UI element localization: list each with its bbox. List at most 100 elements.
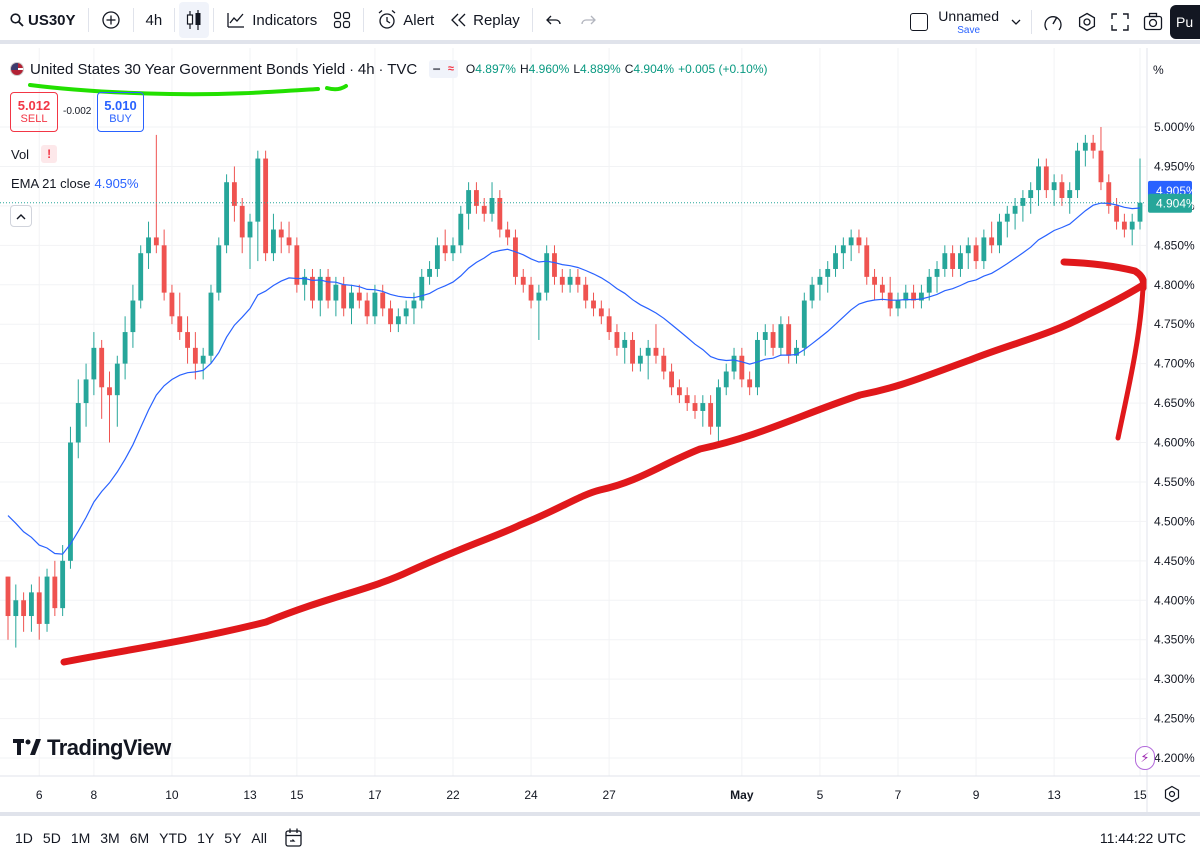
candle-body: [513, 237, 518, 277]
sell-price: 5.012: [17, 97, 51, 113]
layout-menu-button[interactable]: [1005, 4, 1027, 40]
legend-title[interactable]: United States 30 Year Government Bonds Y…: [30, 60, 346, 78]
legend-interval: 4h: [357, 60, 375, 78]
candle-body: [653, 347, 659, 356]
candles-icon: [187, 10, 201, 30]
vol-label: Vol: [11, 146, 30, 162]
buy-label: BUY: [109, 113, 132, 126]
candle-body: [997, 221, 1002, 246]
legend-exchange: TVC: [387, 60, 418, 78]
candle-body: [965, 245, 971, 254]
range-button-1y[interactable]: 1Y: [197, 830, 215, 846]
publish-button[interactable]: Pu: [1170, 5, 1200, 39]
candle-body: [263, 158, 269, 254]
grid-lines: [0, 48, 1146, 776]
snapshot-button[interactable]: [1136, 4, 1170, 40]
range-button-ytd[interactable]: YTD: [159, 830, 188, 846]
candle-body: [739, 355, 745, 380]
buy-button[interactable]: 5.010 BUY: [97, 92, 144, 132]
candle-body: [224, 182, 230, 246]
range-button-5y[interactable]: 5Y: [224, 830, 242, 846]
quick-search-button[interactable]: [1036, 4, 1070, 40]
range-button-all[interactable]: All: [251, 830, 267, 846]
alert-button[interactable]: Alert: [368, 2, 442, 38]
price-tick-label: 4.200%: [1154, 751, 1195, 765]
chevron-down-icon: [1011, 19, 1021, 25]
candle-body: [395, 316, 401, 325]
candle-body: [583, 284, 589, 301]
candle-body: [1004, 213, 1010, 222]
lightning-icon[interactable]: ⚡: [1135, 746, 1155, 770]
layout-select-icon[interactable]: [910, 13, 929, 31]
price-tick-label: 4.700%: [1154, 357, 1195, 371]
candle-body: [692, 403, 698, 411]
price-axis-tags: 4.905% 4.904%: [1148, 180, 1197, 213]
price-tick-label: 4.450%: [1154, 554, 1195, 568]
candle-body: [364, 300, 370, 317]
indicators-button[interactable]: Indicators: [218, 2, 325, 38]
symbol-search-button[interactable]: US30Y: [0, 2, 84, 38]
compare-symbol-button[interactable]: [93, 2, 129, 38]
price-tick-label: 4.850%: [1154, 238, 1195, 252]
redo-button[interactable]: [571, 2, 605, 38]
candle-body: [5, 576, 11, 617]
candle-body: [918, 292, 924, 301]
red-trend-arrow-line: [60, 281, 1147, 666]
calendar-goto-icon[interactable]: [284, 827, 304, 849]
legend-low: L4.889%: [573, 62, 620, 76]
market-status-pill[interactable]: ━ ≈: [429, 60, 458, 78]
candle-body: [333, 284, 339, 301]
candle-body: [294, 245, 300, 285]
undo-button[interactable]: [537, 2, 571, 38]
candle-body: [895, 300, 901, 309]
price-scale-unit[interactable]: %: [1153, 63, 1164, 77]
fullscreen-button[interactable]: [1104, 4, 1136, 40]
candle-body: [716, 387, 721, 427]
candle-body: [419, 276, 425, 301]
candle-body: [466, 190, 472, 214]
candle-body: [700, 403, 706, 411]
candle-body: [520, 276, 526, 285]
candle-body: [177, 316, 183, 333]
range-button-1m[interactable]: 1M: [70, 830, 91, 846]
candle-body: [75, 403, 81, 443]
candle-body: [91, 347, 97, 380]
templates-button[interactable]: [325, 2, 359, 38]
candle-body: [388, 308, 393, 325]
chart-style-button[interactable]: [179, 2, 210, 38]
warning-icon[interactable]: !: [41, 145, 58, 163]
sell-button[interactable]: 5.012 SELL: [10, 92, 58, 132]
utc-clock[interactable]: 11:44:22 UTC: [1099, 830, 1186, 846]
search-icon: [10, 13, 24, 27]
green-underline-title: [28, 83, 320, 97]
tradingview-logo-icon: [13, 739, 41, 755]
price-chart[interactable]: 4.200% 4.250% 4.300% 4.350% 4.400% 4.450% 4.50…: [0, 48, 1200, 812]
replay-button[interactable]: Replay: [442, 2, 528, 38]
interval-button[interactable]: 4h: [145, 11, 163, 29]
tradingview-logo[interactable]: TradingView: [13, 735, 171, 761]
candle-body: [708, 403, 714, 427]
candle-body: [1082, 142, 1088, 151]
candles: [5, 127, 1143, 648]
plus-circle-icon: [101, 11, 120, 29]
axis-settings-gear-icon[interactable]: [1163, 785, 1181, 803]
range-button-3m[interactable]: 3M: [100, 830, 120, 846]
time-axis[interactable]: 6 8 10 13 15 17 22 24 27 May 5 7 9 13 15: [0, 775, 1200, 802]
layout-name-button[interactable]: Unnamed Save: [938, 9, 999, 36]
buy-price: 5.010: [104, 97, 137, 113]
range-button-1d[interactable]: 1D: [15, 830, 33, 846]
collapse-legend-button[interactable]: [10, 205, 32, 227]
range-button-6m[interactable]: 6M: [129, 830, 150, 846]
ema-indicator-legend[interactable]: EMA 21 close 4.905%: [11, 176, 139, 191]
settings-button[interactable]: [1070, 4, 1104, 40]
time-tick-label: 13: [1047, 788, 1061, 802]
candle-body: [794, 347, 799, 356]
price-axis[interactable]: 4.200% 4.250% 4.300% 4.350% 4.400% 4.450% 4.50…: [1146, 48, 1195, 812]
candle-body: [286, 237, 292, 246]
candle-body: [442, 245, 448, 254]
candle-body: [622, 339, 628, 348]
range-button-5d[interactable]: 5D: [42, 830, 61, 846]
candle-body: [778, 324, 784, 348]
candle-body: [544, 253, 550, 293]
volume-indicator-legend[interactable]: Vol !: [11, 145, 58, 163]
